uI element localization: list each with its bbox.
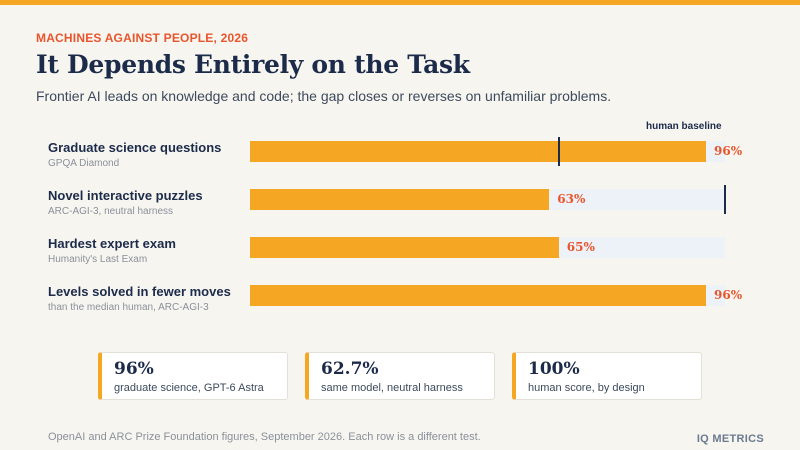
bar <box>250 189 550 210</box>
stat-value: 96% <box>114 359 154 379</box>
human-baseline-label: human baseline <box>646 121 722 132</box>
stat-caption: same model, neutral harness <box>321 382 463 394</box>
bar <box>250 141 706 162</box>
row-label: Levels solved in fewer moves than the med… <box>48 284 248 314</box>
stat-caption: graduate science, GPT-6 Astra <box>114 382 264 394</box>
stat-value: 62.7% <box>321 359 379 379</box>
value-label: 65% <box>566 240 595 254</box>
row-label: Hardest expert exam Humanity's Last Exam <box>48 236 248 266</box>
stat-value: 100% <box>528 359 580 379</box>
row-label: Novel interactive puzzles ARC-AGI-3, neut… <box>48 188 248 218</box>
task-source: than the median human, ARC-AGI-3 <box>48 302 209 313</box>
bar-track <box>250 189 725 210</box>
brand-logo-text: IQ METRICS <box>696 433 764 445</box>
page-subtitle: Frontier AI leads on knowledge and code;… <box>36 88 612 104</box>
task-name: Hardest expert exam <box>48 236 176 251</box>
page-title: It Depends Entirely on the Task <box>36 50 470 79</box>
stat-card: 100% human score, by design <box>512 352 702 400</box>
stat-card: 62.7% same model, neutral harness <box>305 352 495 400</box>
bar-track <box>250 237 725 258</box>
bar <box>250 285 706 306</box>
task-source: GPQA Diamond <box>48 158 120 169</box>
task-source: Humanity's Last Exam <box>48 254 148 265</box>
value-label: 96% <box>714 288 743 302</box>
task-name: Levels solved in fewer moves <box>48 284 231 299</box>
task-name: Graduate science questions <box>48 140 222 155</box>
stat-card: 96% graduate science, GPT-6 Astra <box>98 352 288 400</box>
task-source: ARC-AGI-3, neutral harness <box>48 206 174 217</box>
source-footnote: OpenAI and ARC Prize Foundation figures,… <box>48 431 481 443</box>
bar-track <box>250 141 725 162</box>
top-accent-rule <box>0 0 800 5</box>
bar <box>250 237 559 258</box>
row-label: Graduate science questions GPQA Diamond <box>48 140 248 170</box>
bar-track <box>250 285 725 306</box>
stat-caption: human score, by design <box>528 382 645 394</box>
eyebrow: MACHINES AGAINST PEOPLE, 2026 <box>36 31 249 45</box>
value-label: 63% <box>557 192 586 206</box>
human-baseline-marker <box>557 137 560 166</box>
human-baseline-marker <box>724 185 726 214</box>
task-name: Novel interactive puzzles <box>48 188 203 203</box>
value-label: 96% <box>714 144 743 158</box>
